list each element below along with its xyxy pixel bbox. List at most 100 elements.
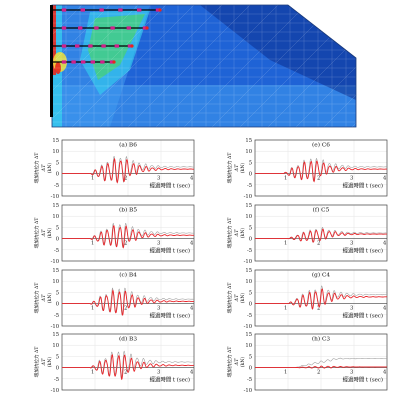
x-tick-label: 2 bbox=[317, 176, 320, 182]
reinforcement-end bbox=[130, 44, 134, 48]
x-tick-label: 1 bbox=[91, 370, 94, 376]
y-tick-label: -10 bbox=[51, 388, 59, 394]
contour-wall-peak bbox=[52, 5, 56, 75]
reinforcement-element bbox=[126, 26, 131, 30]
y-tick-label: 5 bbox=[249, 225, 252, 231]
y-tick-label: -5 bbox=[247, 377, 252, 383]
reinforcement-element bbox=[61, 60, 67, 64]
y-tick-label: 0 bbox=[249, 302, 252, 308]
y-tick-label: -5 bbox=[247, 313, 252, 319]
y-tick-label: 0 bbox=[249, 237, 252, 243]
panel-label: (c) B4 bbox=[119, 272, 137, 279]
y-tick-label: 5 bbox=[56, 354, 59, 360]
mesh-line bbox=[52, 5, 111, 127]
y-axis-symbol: ΔT bbox=[41, 164, 47, 173]
contour-field bbox=[52, 5, 356, 127]
reinforcement-element bbox=[110, 26, 115, 30]
mesh-line bbox=[52, 5, 83, 127]
x-tick-label: 4 bbox=[190, 176, 194, 182]
y-axis-unit: (kN) bbox=[46, 357, 53, 368]
x-axis-label: 經過時間 t (sec) bbox=[150, 182, 190, 190]
y-tick-label: 10 bbox=[52, 279, 59, 285]
y-tick-label: 15 bbox=[245, 268, 252, 274]
reinforcement-element bbox=[61, 8, 67, 12]
x-tick-label: 1 bbox=[91, 176, 94, 182]
chart-panel: -10 -5 0 5 10 15 1 2 3 4 (e) C6 經過時間 t (sec) 增加抗拉力 Δ… bbox=[226, 138, 388, 200]
y-axis-label: 增加抗拉力 ΔT bbox=[226, 282, 233, 314]
mesh-line bbox=[295, 5, 356, 127]
x-tick-label: 1 bbox=[284, 176, 287, 182]
y-tick-label: -5 bbox=[54, 183, 59, 189]
reinforcement-element bbox=[137, 8, 142, 12]
x-tick-label: 4 bbox=[190, 241, 194, 247]
y-axis-label: 增加抗拉力 ΔT bbox=[226, 152, 233, 184]
contour-mesh bbox=[52, 5, 356, 127]
y-tick-label: -5 bbox=[54, 313, 59, 319]
mesh-line bbox=[52, 5, 55, 127]
reinforcement-element bbox=[61, 26, 67, 30]
y-tick-label: -5 bbox=[247, 248, 252, 254]
y-axis-unit: (kN) bbox=[239, 293, 246, 304]
panel-label: (e) C6 bbox=[312, 142, 330, 149]
x-tick-label: 2 bbox=[317, 370, 320, 376]
y-axis-label: 增加抗拉力 ΔT bbox=[33, 282, 40, 314]
x-tick-label: 2 bbox=[124, 176, 127, 182]
mesh-line bbox=[127, 5, 251, 127]
mesh-line bbox=[52, 5, 167, 127]
series-red bbox=[255, 365, 387, 369]
y-axis-label: 增加抗拉力 ΔT bbox=[33, 217, 40, 249]
y-axis-label: 增加抗拉力 ΔT bbox=[226, 346, 233, 378]
y-tick-label: -10 bbox=[244, 259, 252, 265]
chart-panel: -10 -5 0 5 10 15 1 2 3 4 (f) C5 經過時間 t (sec) 增加抗拉力 Δ… bbox=[226, 203, 388, 265]
x-tick-label: 3 bbox=[350, 370, 353, 376]
x-tick-label: 3 bbox=[350, 306, 353, 312]
reinforcement-element bbox=[118, 8, 123, 12]
y-axis-label: 增加抗拉力 ΔT bbox=[33, 346, 40, 378]
y-tick-label: 0 bbox=[56, 172, 59, 178]
y-tick-label: 15 bbox=[52, 138, 59, 144]
mesh-line bbox=[351, 5, 356, 127]
y-axis-unit: (kN) bbox=[239, 357, 246, 368]
y-axis-unit: (kN) bbox=[239, 228, 246, 239]
x-tick-label: 2 bbox=[317, 306, 320, 312]
y-axis-unit: (kN) bbox=[46, 163, 53, 174]
panel-label: (h) C3 bbox=[312, 336, 331, 343]
reinforcement-element bbox=[78, 26, 83, 30]
y-tick-label: 15 bbox=[52, 268, 59, 274]
y-tick-label: 10 bbox=[245, 343, 252, 349]
mesh-line bbox=[267, 5, 356, 127]
reinforcement-element bbox=[61, 44, 67, 48]
y-tick-label: -10 bbox=[244, 194, 252, 200]
y-tick-label: 0 bbox=[249, 172, 252, 178]
y-tick-label: 5 bbox=[249, 290, 252, 296]
x-tick-label: 2 bbox=[124, 241, 127, 247]
reinforcement-end bbox=[158, 8, 162, 12]
reinforcement-element bbox=[81, 60, 86, 64]
y-axis-label: 增加抗拉力 ΔT bbox=[33, 152, 40, 184]
reinforcement-element bbox=[90, 60, 95, 64]
y-tick-label: 5 bbox=[249, 354, 252, 360]
series-red bbox=[255, 288, 388, 310]
mesh-line bbox=[71, 5, 195, 127]
reinforcement-element bbox=[127, 44, 133, 48]
chart-panel: -10 -5 0 5 10 15 1 2 3 4 (d) B3 經過時間 t (sec) 增加抗拉力 Δ… bbox=[33, 332, 195, 394]
panel-label: (a) B6 bbox=[119, 142, 137, 149]
reinforcement-element bbox=[94, 26, 99, 30]
chart-panel: -10 -5 0 5 10 15 1 2 3 4 (a) B6 經過時間 t (sec) 增加抗拉力 Δ… bbox=[33, 138, 195, 200]
reinforcement-element bbox=[75, 44, 80, 48]
y-tick-label: 0 bbox=[56, 237, 59, 243]
y-axis-symbol: ΔT bbox=[41, 294, 47, 303]
reinforcement-element bbox=[155, 8, 161, 12]
x-tick-label: 1 bbox=[91, 306, 94, 312]
contour-hotspot-core bbox=[55, 62, 61, 74]
x-tick-label: 3 bbox=[157, 241, 160, 247]
x-tick-label: 3 bbox=[157, 370, 160, 376]
chart-panel: -10 -5 0 5 10 15 1 2 3 4 (b) B5 經過時間 t (sec) 增加抗拉力 Δ… bbox=[33, 203, 195, 265]
series-red bbox=[255, 160, 388, 183]
y-tick-label: 15 bbox=[245, 332, 252, 338]
x-tick-label: 3 bbox=[350, 176, 353, 182]
contour-upper-right-band bbox=[200, 5, 356, 100]
reinforcement-element bbox=[114, 44, 119, 48]
